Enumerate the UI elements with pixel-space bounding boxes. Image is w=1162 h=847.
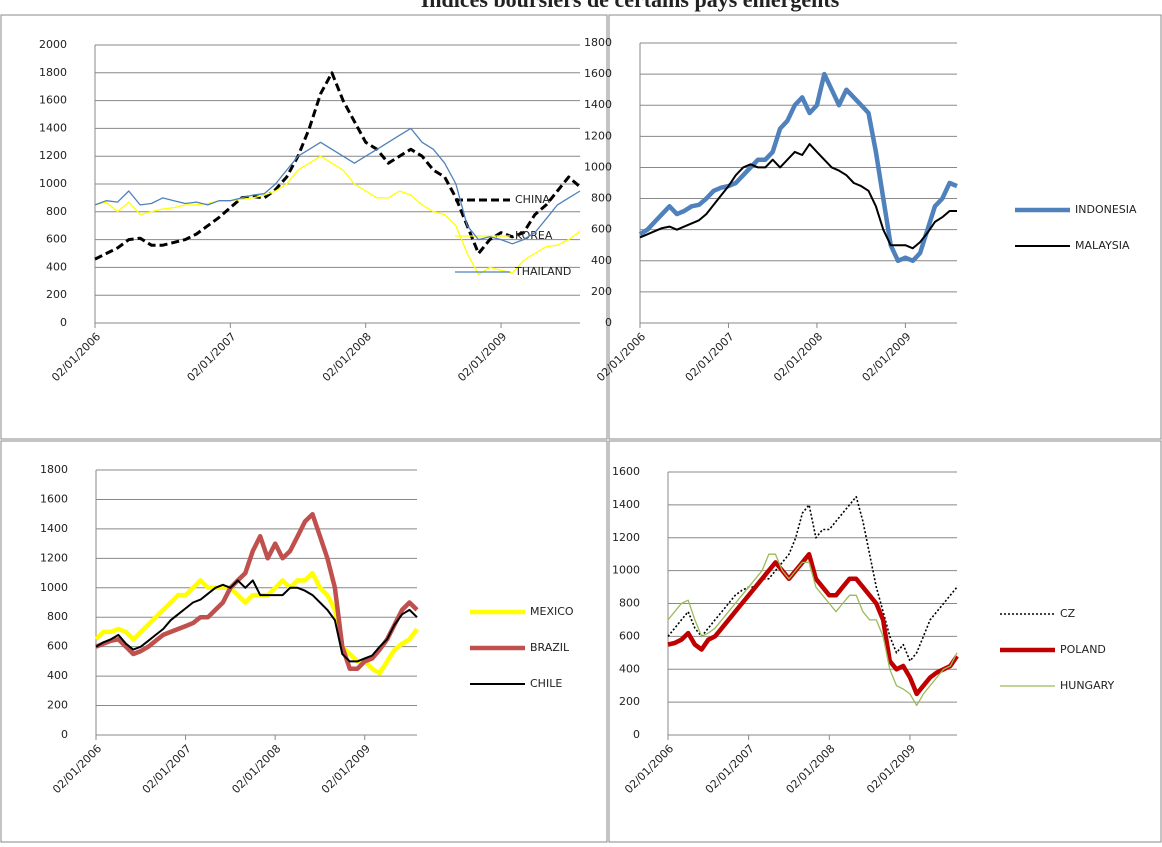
series-line [667, 553, 958, 707]
series-line [638, 71, 958, 264]
x-tick-label: 02/01/2007 [683, 330, 737, 384]
x-tick-label: 02/01/2007 [140, 742, 194, 796]
legend-label: BRAZIL [530, 641, 570, 654]
y-tick-label: 2000 [39, 38, 67, 51]
legend-label: CHINA [515, 193, 550, 206]
x-tick-label: 02/01/2009 [319, 742, 373, 796]
legend-label: CHILE [530, 677, 562, 690]
panel [0, 14, 608, 440]
y-tick-label: 600 [46, 233, 67, 246]
y-tick-label: 1000 [612, 564, 640, 577]
y-tick-label: 1200 [39, 149, 67, 162]
y-tick-label: 800 [46, 205, 67, 218]
x-tick-label: 02/01/2007 [703, 742, 757, 796]
x-tick-label: 02/01/2009 [455, 330, 509, 384]
y-tick-label: 1600 [612, 465, 640, 478]
x-tick-label: 02/01/2008 [784, 742, 838, 796]
legend-label: MEXICO [530, 605, 574, 618]
y-tick-label: 400 [619, 662, 640, 675]
y-tick-label: 1400 [39, 121, 67, 134]
panel [0, 440, 608, 843]
y-tick-label: 800 [619, 597, 640, 610]
y-tick-label: 1800 [40, 463, 68, 476]
y-tick-label: 1200 [584, 129, 612, 142]
y-tick-label: 200 [47, 699, 68, 712]
x-tick-label: 02/01/2008 [320, 330, 374, 384]
y-tick-label: 1400 [584, 98, 612, 111]
y-tick-label: 0 [60, 316, 67, 329]
legend-label: THAILAND [514, 265, 571, 278]
panel [608, 14, 1162, 440]
y-tick-label: 1000 [584, 160, 612, 173]
legend-label: INDONESIA [1075, 203, 1137, 216]
y-tick-label: 400 [47, 669, 68, 682]
series-line [94, 155, 581, 276]
x-tick-label: 02/01/2008 [771, 330, 825, 384]
legend-label: POLAND [1060, 643, 1106, 656]
y-tick-label: 0 [605, 316, 612, 329]
y-tick-label: 200 [591, 285, 612, 298]
x-tick-label: 02/01/2009 [860, 330, 914, 384]
y-tick-label: 200 [46, 288, 67, 301]
y-tick-label: 1200 [612, 531, 640, 544]
y-tick-label: 800 [47, 610, 68, 623]
x-tick-label: 02/01/2009 [864, 742, 918, 796]
y-tick-label: 1600 [39, 94, 67, 107]
y-tick-label: 200 [619, 695, 640, 708]
series-line [94, 71, 581, 261]
y-tick-label: 400 [591, 254, 612, 267]
series-line [95, 511, 419, 672]
series-line [94, 127, 581, 245]
series-line [95, 579, 418, 663]
series-line [667, 551, 959, 697]
y-tick-label: 1800 [39, 66, 67, 79]
y-tick-label: 1000 [40, 581, 68, 594]
y-tick-label: 600 [619, 629, 640, 642]
panel [608, 440, 1162, 843]
y-tick-label: 1000 [39, 177, 67, 190]
legend-label: HUNGARY [1060, 679, 1115, 692]
y-tick-label: 600 [591, 223, 612, 236]
x-tick-label: 02/01/2006 [50, 742, 104, 796]
y-tick-label: 1200 [40, 551, 68, 564]
x-tick-label: 02/01/2006 [622, 742, 676, 796]
y-tick-label: 1800 [584, 36, 612, 49]
x-tick-label: 02/01/2008 [229, 742, 283, 796]
y-tick-label: 800 [591, 192, 612, 205]
legend-label: CZ [1060, 607, 1076, 620]
y-tick-label: 0 [633, 728, 640, 741]
page-title: Indices boursiers de certains pays émerg… [421, 0, 840, 12]
y-tick-label: 400 [46, 260, 67, 273]
x-tick-label: 02/01/2006 [594, 330, 648, 384]
y-tick-label: 1400 [612, 498, 640, 511]
x-tick-label: 02/01/2007 [185, 330, 239, 384]
y-tick-label: 1400 [40, 522, 68, 535]
series-line [639, 143, 957, 250]
x-tick-label: 02/01/2006 [49, 330, 103, 384]
y-tick-label: 600 [47, 640, 68, 653]
y-tick-label: 0 [61, 728, 68, 741]
y-tick-label: 1600 [584, 67, 612, 80]
y-tick-label: 1600 [40, 492, 68, 505]
legend-label: MALAYSIA [1075, 239, 1130, 252]
